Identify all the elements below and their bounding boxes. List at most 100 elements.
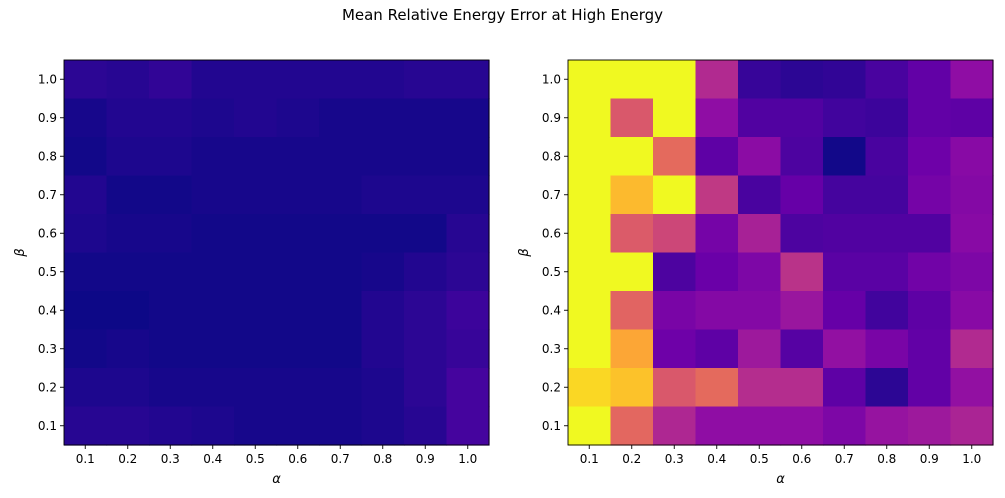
heatmap-cell [823, 60, 867, 100]
heatmap-cell [319, 214, 363, 254]
heatmap-cell [319, 252, 363, 292]
heatmap-cell [695, 60, 739, 100]
y-tick-label: 0.2 [38, 380, 57, 394]
heatmap-cell [950, 368, 994, 408]
x-tick-label: 0.7 [331, 452, 350, 466]
heatmap-cell [823, 252, 867, 292]
heatmap-cell [361, 60, 405, 100]
heatmap-cell [950, 98, 994, 138]
heatmap-cell [568, 214, 612, 254]
heatmap-cell [908, 368, 952, 408]
heatmap-cell [653, 214, 697, 254]
y-tick-label: 0.7 [542, 188, 561, 202]
heatmap-cell [865, 60, 909, 100]
heatmap-cell [568, 252, 612, 292]
heatmap-cell [738, 368, 782, 408]
heatmap-cell [319, 368, 363, 408]
heatmap-cell [738, 137, 782, 177]
heatmap-cell [64, 329, 108, 369]
heatmap-cell [446, 98, 490, 138]
heatmap-cell [404, 368, 448, 408]
heatmap-cell [64, 368, 108, 408]
heatmap-cell [610, 214, 654, 254]
heatmap-cell [568, 175, 612, 215]
heatmap-cell [695, 368, 739, 408]
x-tick-label: 0.6 [792, 452, 811, 466]
heatmap-cell [950, 291, 994, 331]
y-tick-label: 0.9 [38, 111, 57, 125]
heatmap-cell [780, 291, 824, 331]
heatmap-cell [823, 406, 867, 446]
heatmap-cell [361, 406, 405, 446]
heatmap-cell [64, 98, 108, 138]
heatmap-cell [361, 291, 405, 331]
y-axis-label: β [13, 248, 28, 257]
heatmap-cell [234, 291, 278, 331]
heatmap-cell [276, 98, 320, 138]
heatmap-cell [738, 60, 782, 100]
heatmap-cell [653, 329, 697, 369]
heatmap-cell [823, 291, 867, 331]
x-tick-label: 0.9 [416, 452, 435, 466]
heatmap-cell [276, 329, 320, 369]
x-tick-label: 0.1 [580, 452, 599, 466]
heatmap-cell [738, 406, 782, 446]
heatmap-cell [780, 252, 824, 292]
y-tick-label: 1.0 [542, 72, 561, 86]
heatmap-cell [865, 98, 909, 138]
heatmap-panel-right: 0.1 0.2 0.3 0.4 0.5 0.6 0.7 0.8 0.9 1.0 1.0 0.9 0.8 0… [517, 59, 994, 487]
heatmap-cell [361, 252, 405, 292]
heatmap-cell [149, 406, 193, 446]
y-tick-label: 0.6 [542, 226, 561, 240]
heatmap-cell [361, 175, 405, 215]
heatmap-cell [950, 60, 994, 100]
heatmap-cell [908, 291, 952, 331]
x-tick-label: 0.3 [665, 452, 684, 466]
x-tick-label: 0.4 [707, 452, 726, 466]
x-tick-label: 0.6 [288, 452, 307, 466]
heatmap-cell [64, 214, 108, 254]
heatmap-cell [950, 175, 994, 215]
heatmap-cell [780, 175, 824, 215]
heatmap-cell [950, 214, 994, 254]
heatmap-cell [276, 60, 320, 100]
y-tick-label: 1.0 [38, 72, 57, 86]
heatmap-cell [446, 214, 490, 254]
y-tick-label: 0.4 [38, 303, 57, 317]
heatmap-cell [276, 368, 320, 408]
heatmap-cell [234, 252, 278, 292]
y-tick-label: 0.9 [542, 111, 561, 125]
figure-title: Mean Relative Energy Error at High Energ… [341, 6, 664, 24]
heatmap-cell [446, 291, 490, 331]
heatmap-cell [908, 329, 952, 369]
heatmap-cell [191, 175, 235, 215]
heatmap-cell [738, 291, 782, 331]
heatmap-cell [738, 214, 782, 254]
heatmap-cell [823, 329, 867, 369]
heatmap-cell [191, 214, 235, 254]
heatmap-cell [149, 175, 193, 215]
heatmap-cell [404, 60, 448, 100]
heatmap-cell [191, 98, 235, 138]
heatmap-cell [865, 406, 909, 446]
heatmap-cell [823, 214, 867, 254]
heatmap-cell [780, 368, 824, 408]
heatmap-cell [695, 252, 739, 292]
heatmap-cell [276, 406, 320, 446]
x-tick-label: 0.9 [920, 452, 939, 466]
heatmap-cell [106, 252, 150, 292]
heatmap-cell [361, 137, 405, 177]
heatmap-cell [319, 137, 363, 177]
y-tick-label: 0.8 [38, 149, 57, 163]
heatmap-cell [191, 329, 235, 369]
heatmap-cell [404, 291, 448, 331]
heatmap-cell [823, 368, 867, 408]
x-tick-label: 1.0 [962, 452, 981, 466]
y-tick-label: 0.1 [38, 419, 57, 433]
y-axis-label: β [517, 248, 532, 257]
y-tick-label: 0.5 [38, 265, 57, 279]
heatmap-cell [191, 291, 235, 331]
heatmap-cell [738, 98, 782, 138]
heatmap-cell [653, 60, 697, 100]
